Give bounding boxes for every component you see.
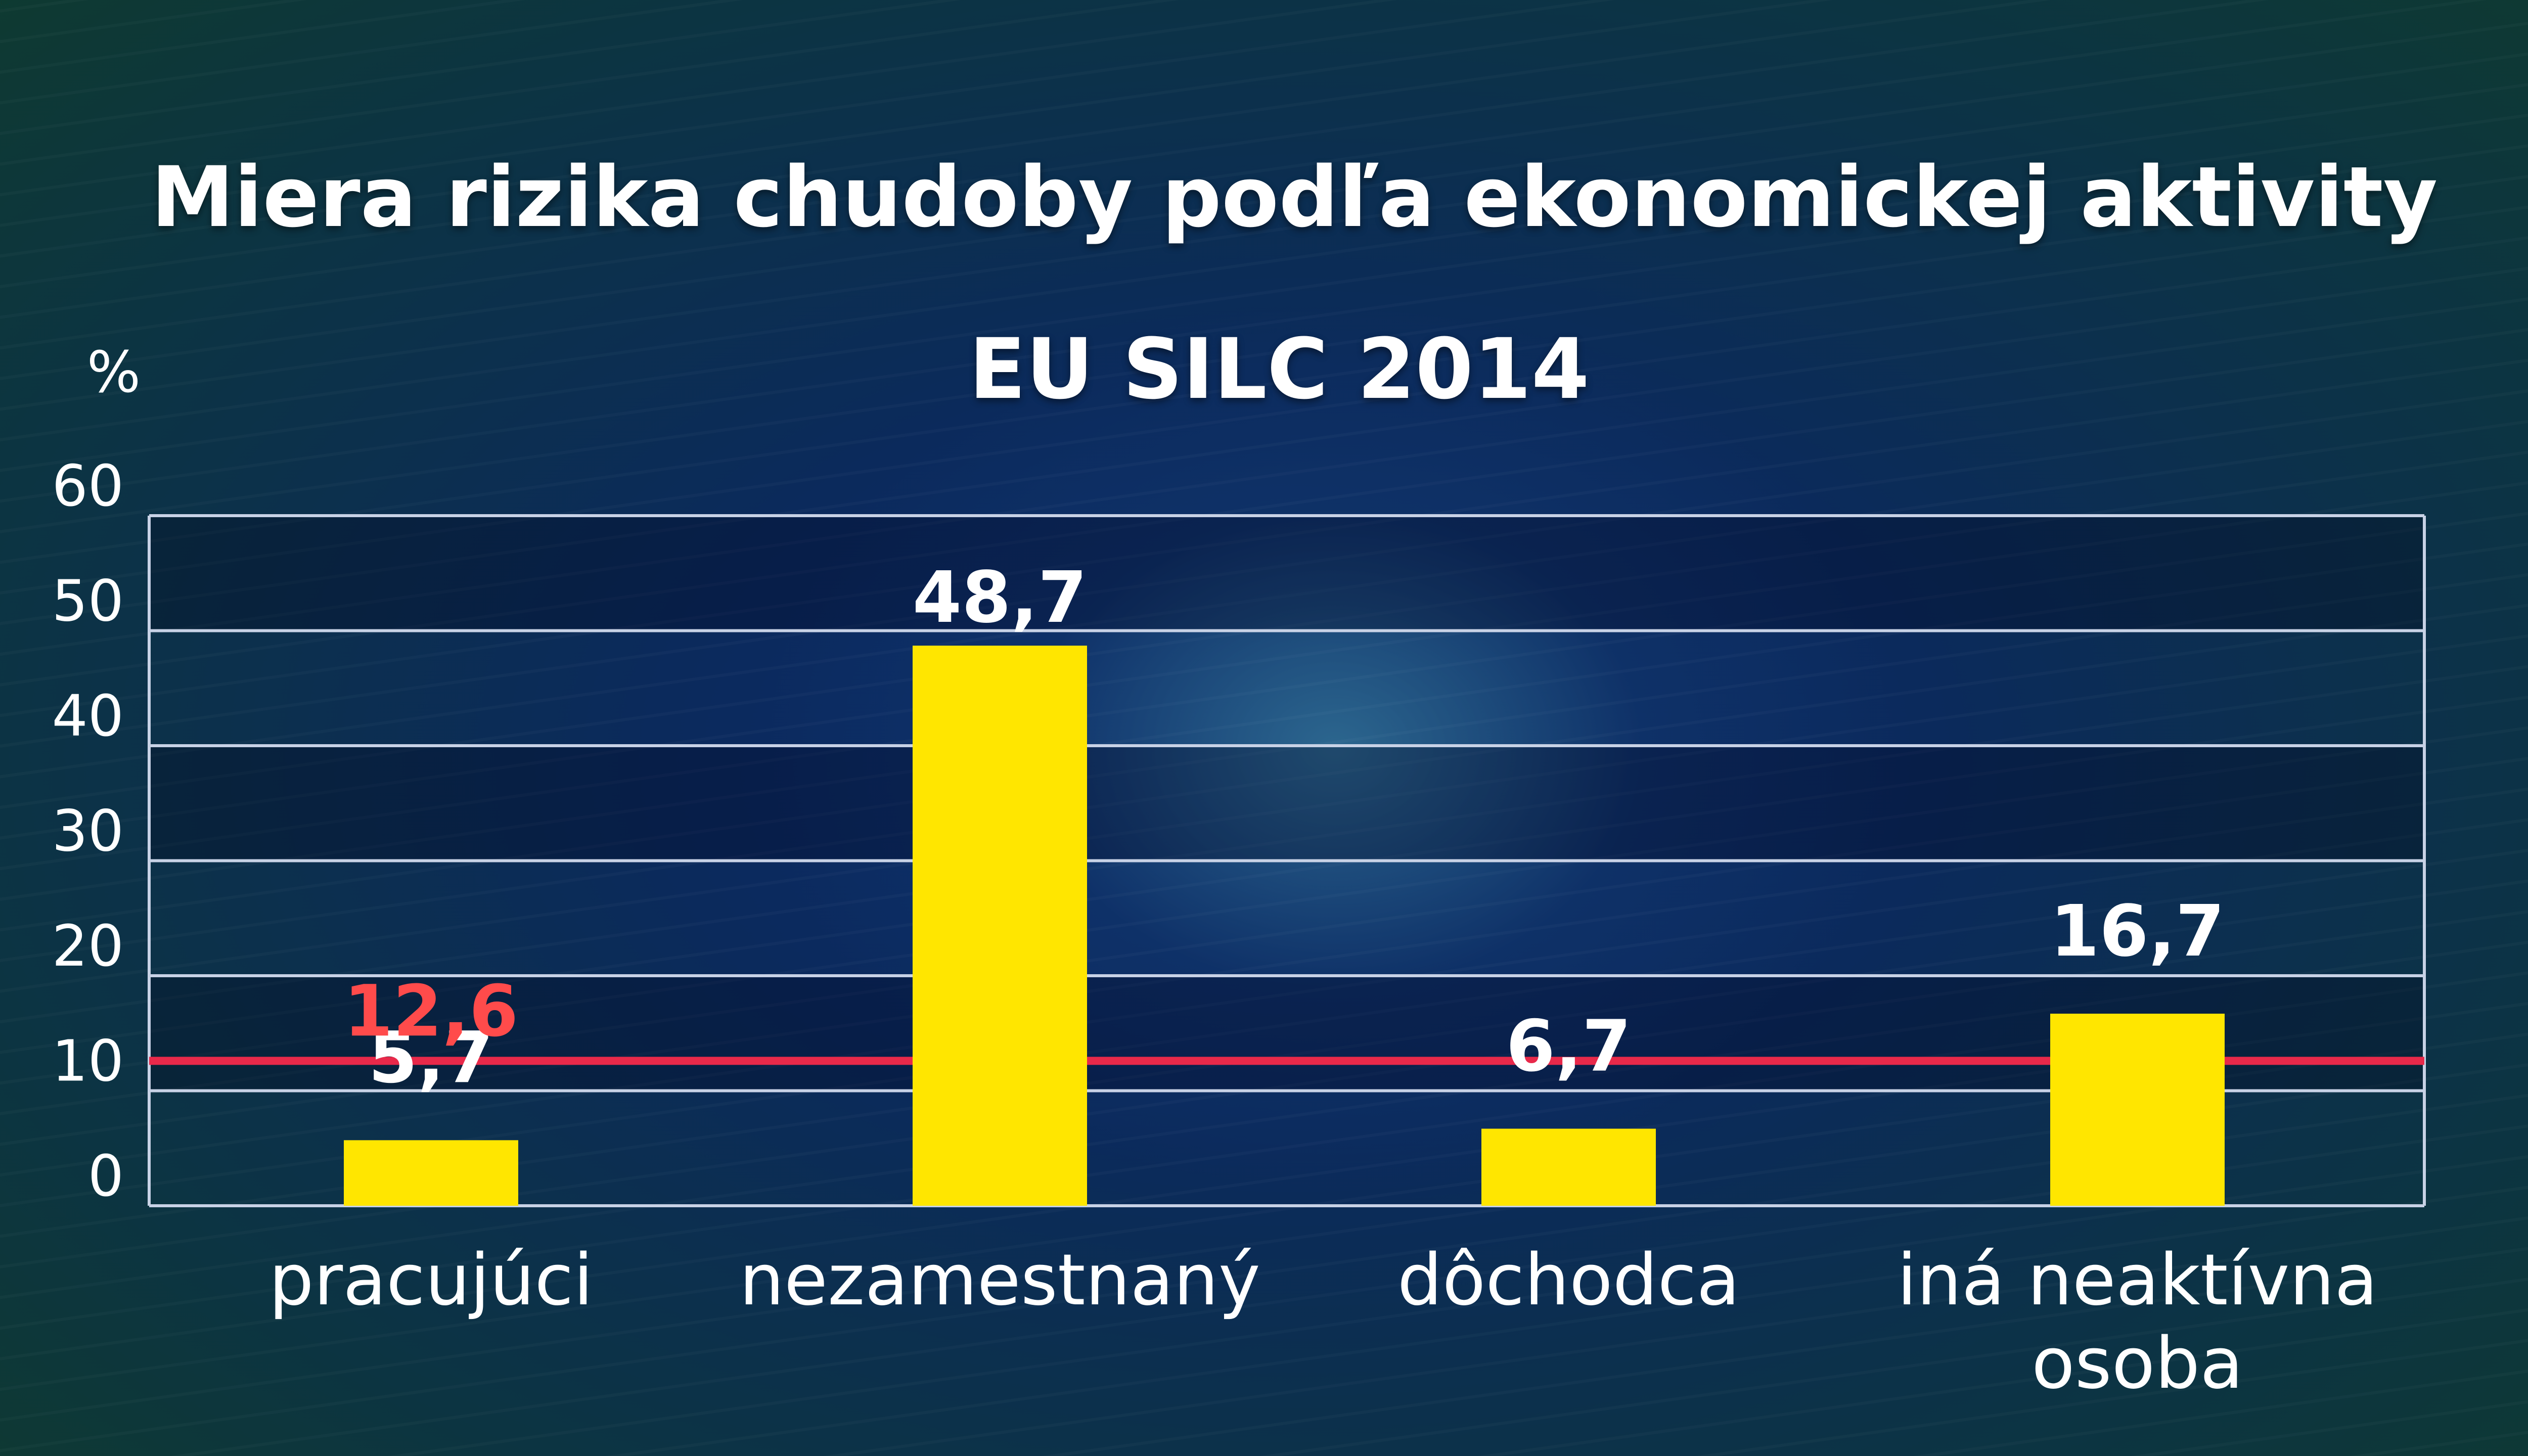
bar-layer: [344, 646, 2225, 1206]
y-tick-label: 0: [88, 1144, 124, 1209]
y-tick-label: 40: [52, 684, 124, 749]
x-category-label: pracujúci: [269, 1239, 593, 1322]
x-category-label: osoba: [2032, 1323, 2243, 1405]
reference-line-label: 12,6: [344, 970, 518, 1053]
y-tick-label: 30: [52, 799, 124, 864]
y-tick-label: 50: [52, 569, 124, 634]
label-layer: 0 10 20 30 40 50 60% 5,7 pracujúci 48,7 nezamestna…: [52, 340, 2377, 1405]
grid-band: [149, 976, 2424, 1091]
bar-value-label: 6,7: [1506, 1006, 1631, 1088]
bar: [1481, 1128, 1656, 1206]
grid-band: [149, 516, 2424, 631]
grid-band: [149, 746, 2424, 861]
bar-value-label: 5,7: [368, 1017, 493, 1099]
y-tick-label: 10: [52, 1029, 124, 1095]
x-category-label: dôchodca: [1397, 1239, 1740, 1322]
chart-title: Miera rizika chudoby podľa ekonomickej a…: [151, 149, 2438, 246]
bar: [344, 1140, 518, 1206]
y-unit-label: %: [87, 340, 141, 405]
x-category-label: nezamestnaný: [739, 1239, 1260, 1322]
bar: [2050, 1014, 2225, 1206]
y-tick-label: 60: [52, 453, 124, 519]
bar-value-label: 16,7: [2050, 890, 2225, 973]
bar: [913, 646, 1087, 1206]
x-category-label: iná neaktívna: [1897, 1239, 2378, 1322]
grid-layer: [148, 514, 2426, 1207]
y-tick-label: 20: [52, 914, 124, 979]
chart-subtitle: EU SILC 2014: [969, 321, 1590, 418]
bar-value-label: 48,7: [913, 557, 1087, 639]
